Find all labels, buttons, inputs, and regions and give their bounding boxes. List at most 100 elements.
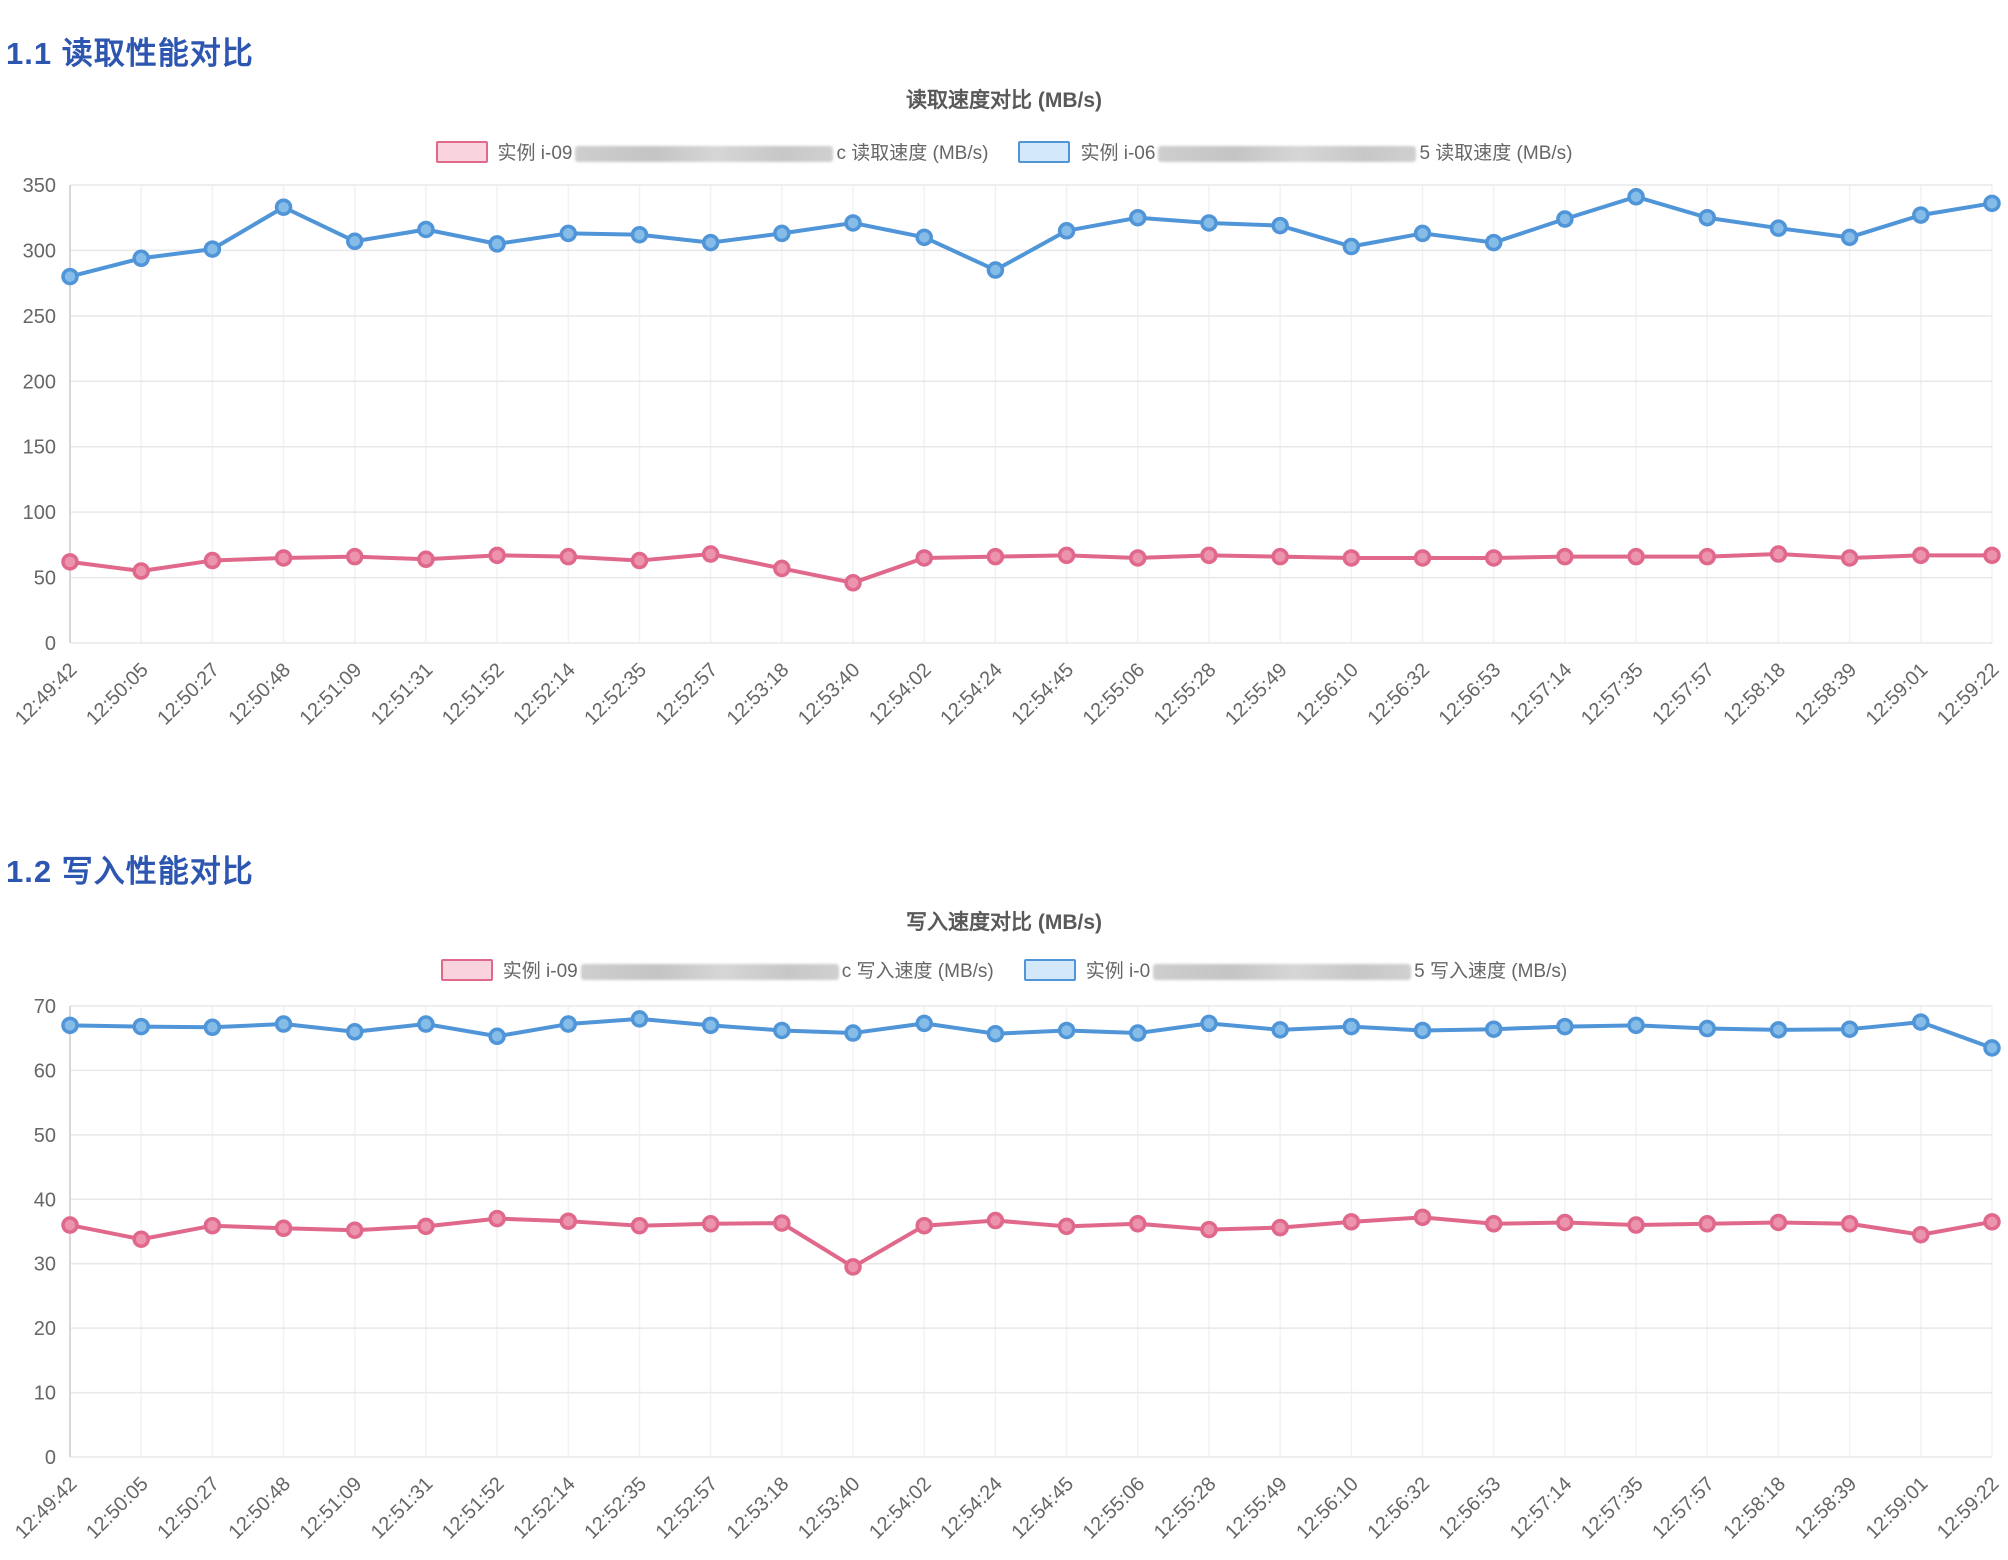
data-point <box>986 1211 1005 1230</box>
svg-text:150: 150 <box>23 437 56 459</box>
svg-text:12:52:35: 12:52:35 <box>580 659 651 730</box>
data-point <box>630 225 649 244</box>
data-point <box>844 574 862 592</box>
data-point <box>132 1230 150 1248</box>
section-heading-read-performance: 1.1 读取性能对比 <box>6 35 254 71</box>
svg-text:12:54:02: 12:54:02 <box>865 1473 936 1544</box>
svg-text:12:52:57: 12:52:57 <box>652 659 723 730</box>
data-point <box>488 1027 506 1046</box>
svg-text:12:53:18: 12:53:18 <box>723 1473 794 1544</box>
series-0 <box>61 545 2001 592</box>
legend-label-suffix: c 写入速度 (MB/s) <box>841 961 994 982</box>
data-point <box>1912 546 1930 565</box>
section-heading-write-performance: 1.2 写入性能对比 <box>6 853 254 889</box>
svg-text:12:59:22: 12:59:22 <box>1933 659 2004 730</box>
svg-text:12:57:35: 12:57:35 <box>1577 659 1648 730</box>
data-point <box>559 224 578 243</box>
data-point <box>1840 228 1859 247</box>
data-point <box>1129 549 1147 567</box>
data-point <box>1413 549 1432 567</box>
x-axis-ticks: 12:49:42 12:50:05 12:50:27 12:50:48 12:51:09… <box>11 1473 2004 1544</box>
svg-text:12:56:32: 12:56:32 <box>1363 1473 1434 1544</box>
svg-text:0: 0 <box>45 633 56 655</box>
svg-text:12:51:09: 12:51:09 <box>296 1473 367 1544</box>
data-point <box>1840 1215 1859 1233</box>
data-point <box>132 562 150 580</box>
data-point <box>488 546 506 565</box>
data-point <box>1769 1021 1788 1039</box>
write-chart-legend: 实例 i-09 c 写入速度 (MB/s) 实例 i-0 5 写入速度 (MB/s) <box>0 956 2008 983</box>
svg-text:12:50:27: 12:50:27 <box>153 1473 224 1544</box>
read-chart-title: 读取速度对比 (MB/s) <box>906 89 1102 112</box>
svg-text:12:52:57: 12:52:57 <box>652 1473 723 1544</box>
data-point <box>1484 1215 1503 1233</box>
svg-text:200: 200 <box>23 371 56 393</box>
data-point <box>1057 546 1076 565</box>
legend-item-instance-2-read[interactable]: 实例 i-06 5 读取速度 (MB/s) <box>1018 138 1573 165</box>
data-point <box>1983 194 2001 213</box>
svg-text:12:55:49: 12:55:49 <box>1221 1473 1292 1544</box>
legend-item-instance-1-write[interactable]: 实例 i-09 c 写入速度 (MB/s) <box>440 956 994 983</box>
svg-text:12:50:05: 12:50:05 <box>82 1473 153 1544</box>
data-point <box>61 267 79 286</box>
legend-label: 实例 i-06 5 读取速度 (MB/s) <box>1080 138 1572 165</box>
data-point <box>274 1015 293 1033</box>
svg-text:12:55:28: 12:55:28 <box>1150 659 1221 730</box>
svg-text:12:51:31: 12:51:31 <box>367 1473 438 1544</box>
data-point <box>915 228 933 247</box>
data-point <box>1057 1021 1076 1040</box>
data-point <box>1983 546 2001 565</box>
svg-text:12:50:48: 12:50:48 <box>224 1473 295 1544</box>
legend-item-instance-2-write[interactable]: 实例 i-0 5 写入速度 (MB/s) <box>1023 956 1567 983</box>
data-point <box>1129 1024 1147 1042</box>
legend-label: 实例 i-09 c 写入速度 (MB/s) <box>503 956 994 983</box>
data-point <box>701 1016 720 1035</box>
svg-text:12:59:01: 12:59:01 <box>1862 659 1933 730</box>
svg-text:12:51:52: 12:51:52 <box>438 659 509 730</box>
data-point <box>274 549 293 567</box>
redacted-instance-id <box>1153 963 1412 980</box>
svg-text:12:55:49: 12:55:49 <box>1221 659 1292 730</box>
svg-text:12:50:48: 12:50:48 <box>224 659 295 730</box>
data-point <box>345 1221 364 1239</box>
svg-text:70: 70 <box>34 996 56 1018</box>
svg-text:50: 50 <box>34 1125 56 1147</box>
data-point <box>1271 547 1289 566</box>
series-0 <box>61 1208 2001 1276</box>
data-point <box>1484 1020 1503 1038</box>
data-point <box>488 235 506 253</box>
svg-text:50: 50 <box>34 568 56 590</box>
data-point <box>1484 549 1503 567</box>
data-point <box>986 261 1005 279</box>
data-point <box>1627 1016 1645 1035</box>
data-point <box>1698 1215 1717 1233</box>
svg-text:60: 60 <box>34 1060 56 1082</box>
data-point <box>773 1021 791 1040</box>
svg-text:12:56:10: 12:56:10 <box>1292 1473 1363 1544</box>
data-point <box>1342 1017 1361 1036</box>
data-point <box>1769 545 1788 563</box>
svg-text:12:54:45: 12:54:45 <box>1008 659 1079 730</box>
y-axis-ticks: 0 10 20 30 40 50 60 70 <box>34 996 56 1469</box>
data-point <box>915 1216 933 1235</box>
data-point <box>559 1015 578 1033</box>
legend-item-instance-1-read[interactable]: 实例 i-09 c 读取速度 (MB/s) <box>435 138 988 165</box>
data-point <box>1200 546 1218 565</box>
series-1 <box>61 1010 2001 1057</box>
data-point <box>1484 233 1503 252</box>
data-point <box>345 232 364 251</box>
data-point <box>417 1217 435 1236</box>
data-point <box>1912 1225 1930 1244</box>
data-point <box>1129 1215 1147 1233</box>
x-axis-ticks: 12:49:42 12:50:05 12:50:27 12:50:48 12:51:09… <box>11 659 2004 730</box>
data-point <box>488 1209 506 1228</box>
data-point <box>1627 1216 1645 1234</box>
redacted-instance-id <box>580 963 839 980</box>
data-point <box>1200 1014 1218 1033</box>
data-point <box>61 1216 79 1234</box>
write-chart-title: 写入速度对比 (MB/s) <box>906 911 1102 934</box>
gridlines <box>69 1005 1993 1458</box>
data-point <box>559 1212 578 1230</box>
